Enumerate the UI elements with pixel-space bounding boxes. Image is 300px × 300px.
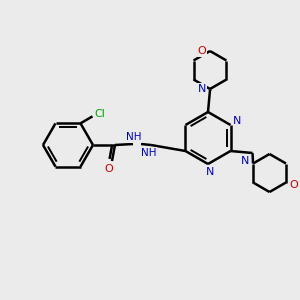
Text: N: N [206, 167, 214, 177]
Text: O: O [105, 164, 113, 174]
Text: O: O [290, 179, 298, 190]
Text: N: N [233, 116, 242, 126]
Text: O: O [198, 46, 206, 56]
Text: Cl: Cl [94, 109, 105, 119]
Text: N: N [241, 155, 249, 166]
Text: NH: NH [141, 148, 157, 158]
Text: N: N [198, 84, 206, 94]
Text: NH: NH [126, 132, 142, 142]
